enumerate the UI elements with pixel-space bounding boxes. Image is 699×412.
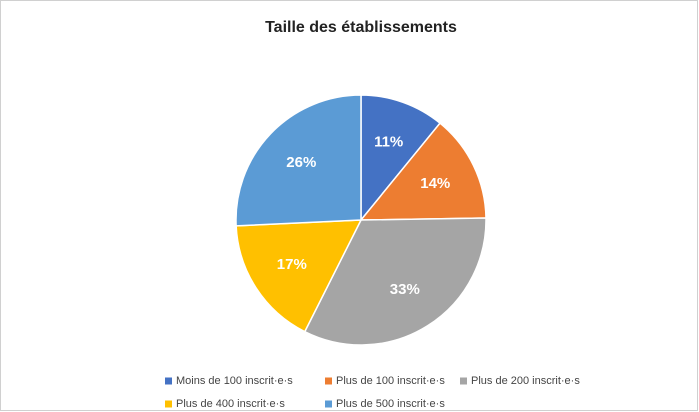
data-label: 11% xyxy=(374,133,403,150)
legend-label: Plus de 200 inscrit·e·s xyxy=(471,375,580,387)
pie-slice xyxy=(359,122,487,221)
legend-swatch xyxy=(165,400,172,408)
legend-label: Plus de 500 inscrit·e·s xyxy=(336,398,445,410)
legend-label: Moins de 100 inscrit·e·s xyxy=(176,375,293,387)
data-label: 33% xyxy=(390,281,420,298)
pie-slice xyxy=(235,94,362,227)
legend-label: Plus de 100 inscrit·e·s xyxy=(336,375,445,387)
pie-slice xyxy=(235,219,363,333)
pie-slice xyxy=(303,217,487,346)
legend-swatch xyxy=(165,377,172,385)
legend-swatch xyxy=(325,400,332,408)
legend-swatch xyxy=(460,377,467,385)
chart-title: Taille des établissements xyxy=(265,19,457,36)
data-label: 26% xyxy=(286,154,316,171)
legend-swatch xyxy=(325,377,332,385)
data-label: 17% xyxy=(277,256,307,273)
legend-label: Plus de 400 inscrit·e·s xyxy=(176,398,285,410)
pie-slice xyxy=(360,94,442,223)
data-label: 14% xyxy=(420,175,450,192)
